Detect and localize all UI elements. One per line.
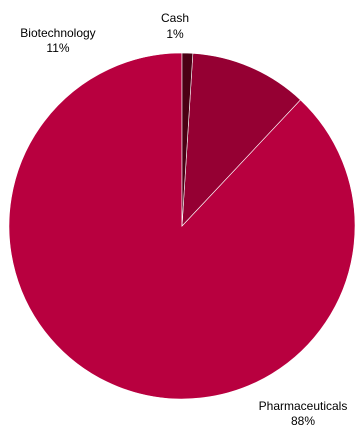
slice-label-pharmaceuticals: Pharmaceuticals	[259, 399, 348, 413]
slice-label-biotechnology: Biotechnology	[20, 26, 95, 40]
pie-slice-biotechnology	[181, 53, 301, 227]
slice-value-biotechnology: 11%	[46, 41, 69, 55]
slice-value-cash: 1%	[166, 27, 184, 41]
pie-slices	[8, 52, 356, 400]
pie-slice-cash	[181, 52, 194, 227]
slice-value-pharmaceuticals: 88%	[291, 414, 315, 425]
slice-label-cash: Cash	[161, 11, 189, 25]
